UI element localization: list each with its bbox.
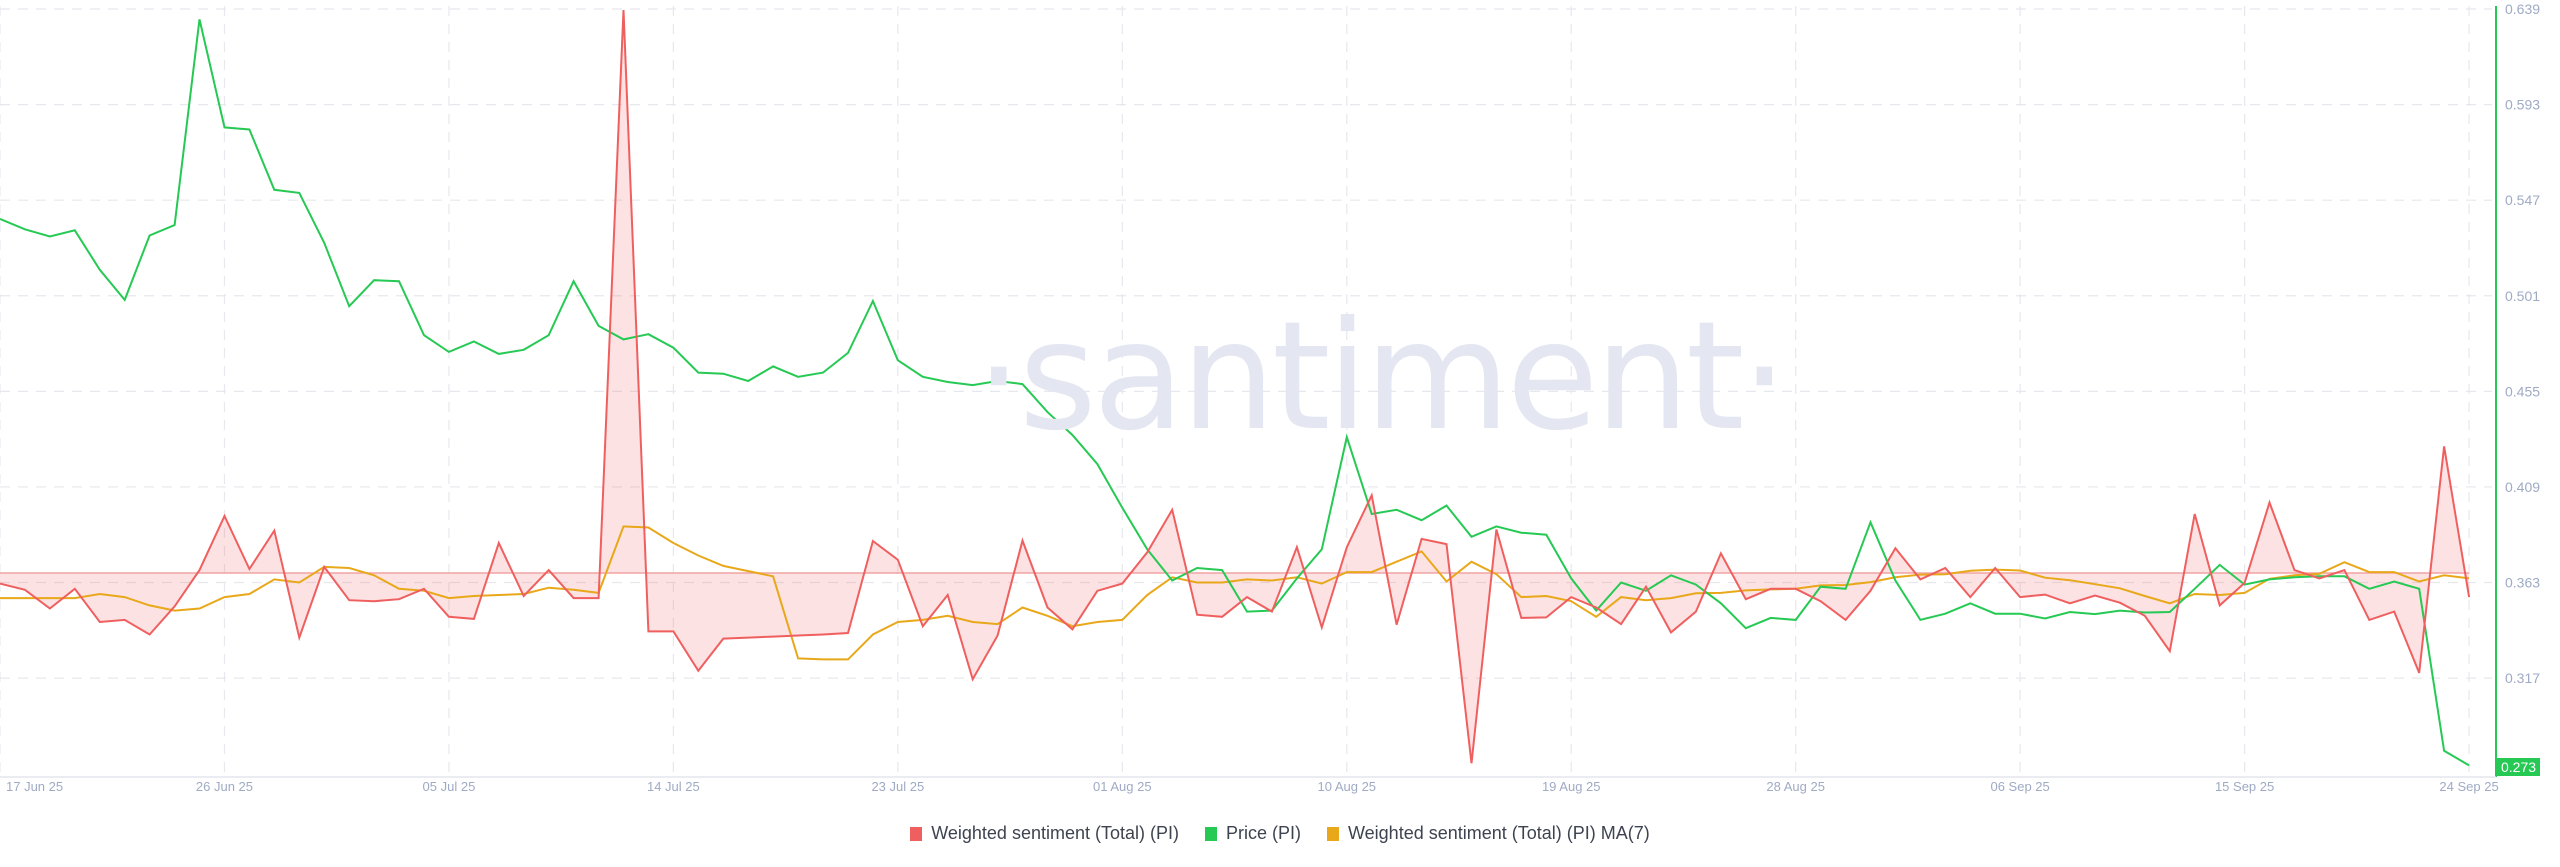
x-axis-labels: 17 Jun 25 26 Jun 25 05 Jul 25 14 Jul 25 23 J… [6,779,2499,794]
current-price-badge: 0.273 [2497,758,2541,776]
legend-label: Price (PI) [1225,823,1301,843]
y-tick-label: 0.455 [2505,383,2540,399]
x-tick-label: 19 Aug 25 [1542,779,1601,794]
x-tick-label: 14 Jul 25 [647,779,700,794]
x-tick-label: 28 Aug 25 [1766,779,1825,794]
chart-legend: Weighted sentiment (Total) (PI) Price (P… [0,823,2560,844]
y-tick-label: 0.593 [2505,97,2540,113]
y-tick-label: 0.639 [2505,1,2540,17]
x-tick-label: 23 Jul 25 [871,779,924,794]
legend-swatch-red [910,826,923,841]
legend-item-weighted-sentiment-ma7[interactable]: Weighted sentiment (Total) (PI) MA(7) [1327,823,1650,844]
series-line [0,525,2470,661]
legend-label: Weighted sentiment (Total) (PI) [931,823,1179,843]
y-tick-label: 0.317 [2505,670,2540,686]
legend-swatch-green [1204,826,1217,841]
x-tick-label: 17 Jun 25 [6,779,63,794]
y-axis-labels: 0.639 0.593 0.547 0.501 0.455 0.409 0.363 0.317 [2505,1,2540,686]
y-tick-label: 0.363 [2505,575,2540,591]
x-tick-label: 26 Jun 25 [196,779,253,794]
x-tick-label: 06 Sep 25 [1990,779,2049,794]
x-tick-label: 10 Aug 25 [1317,779,1376,794]
legend-item-price[interactable]: Price (PI) [1204,823,1301,844]
x-tick-label: 15 Sep 25 [2215,779,2274,794]
series-line [0,9,2471,764]
x-tick-label: 01 Aug 25 [1093,779,1152,794]
santiment-watermark: ·santiment· [975,290,1788,464]
x-tick-label: 24 Sep 25 [2439,779,2498,794]
legend-label: Weighted sentiment (Total) (PI) MA(7) [1348,823,1650,843]
y-tick-label: 0.547 [2505,192,2540,208]
x-tick-label: 05 Jul 25 [423,779,476,794]
series-line [0,19,2470,767]
series-lines [0,9,2471,767]
y-tick-label: 0.501 [2505,288,2540,304]
legend-swatch-orange [1327,826,1339,841]
legend-item-weighted-sentiment[interactable]: Weighted sentiment (Total) (PI) [910,823,1179,844]
chart-grid [0,6,2492,777]
y-tick-label: 0.409 [2505,479,2540,495]
